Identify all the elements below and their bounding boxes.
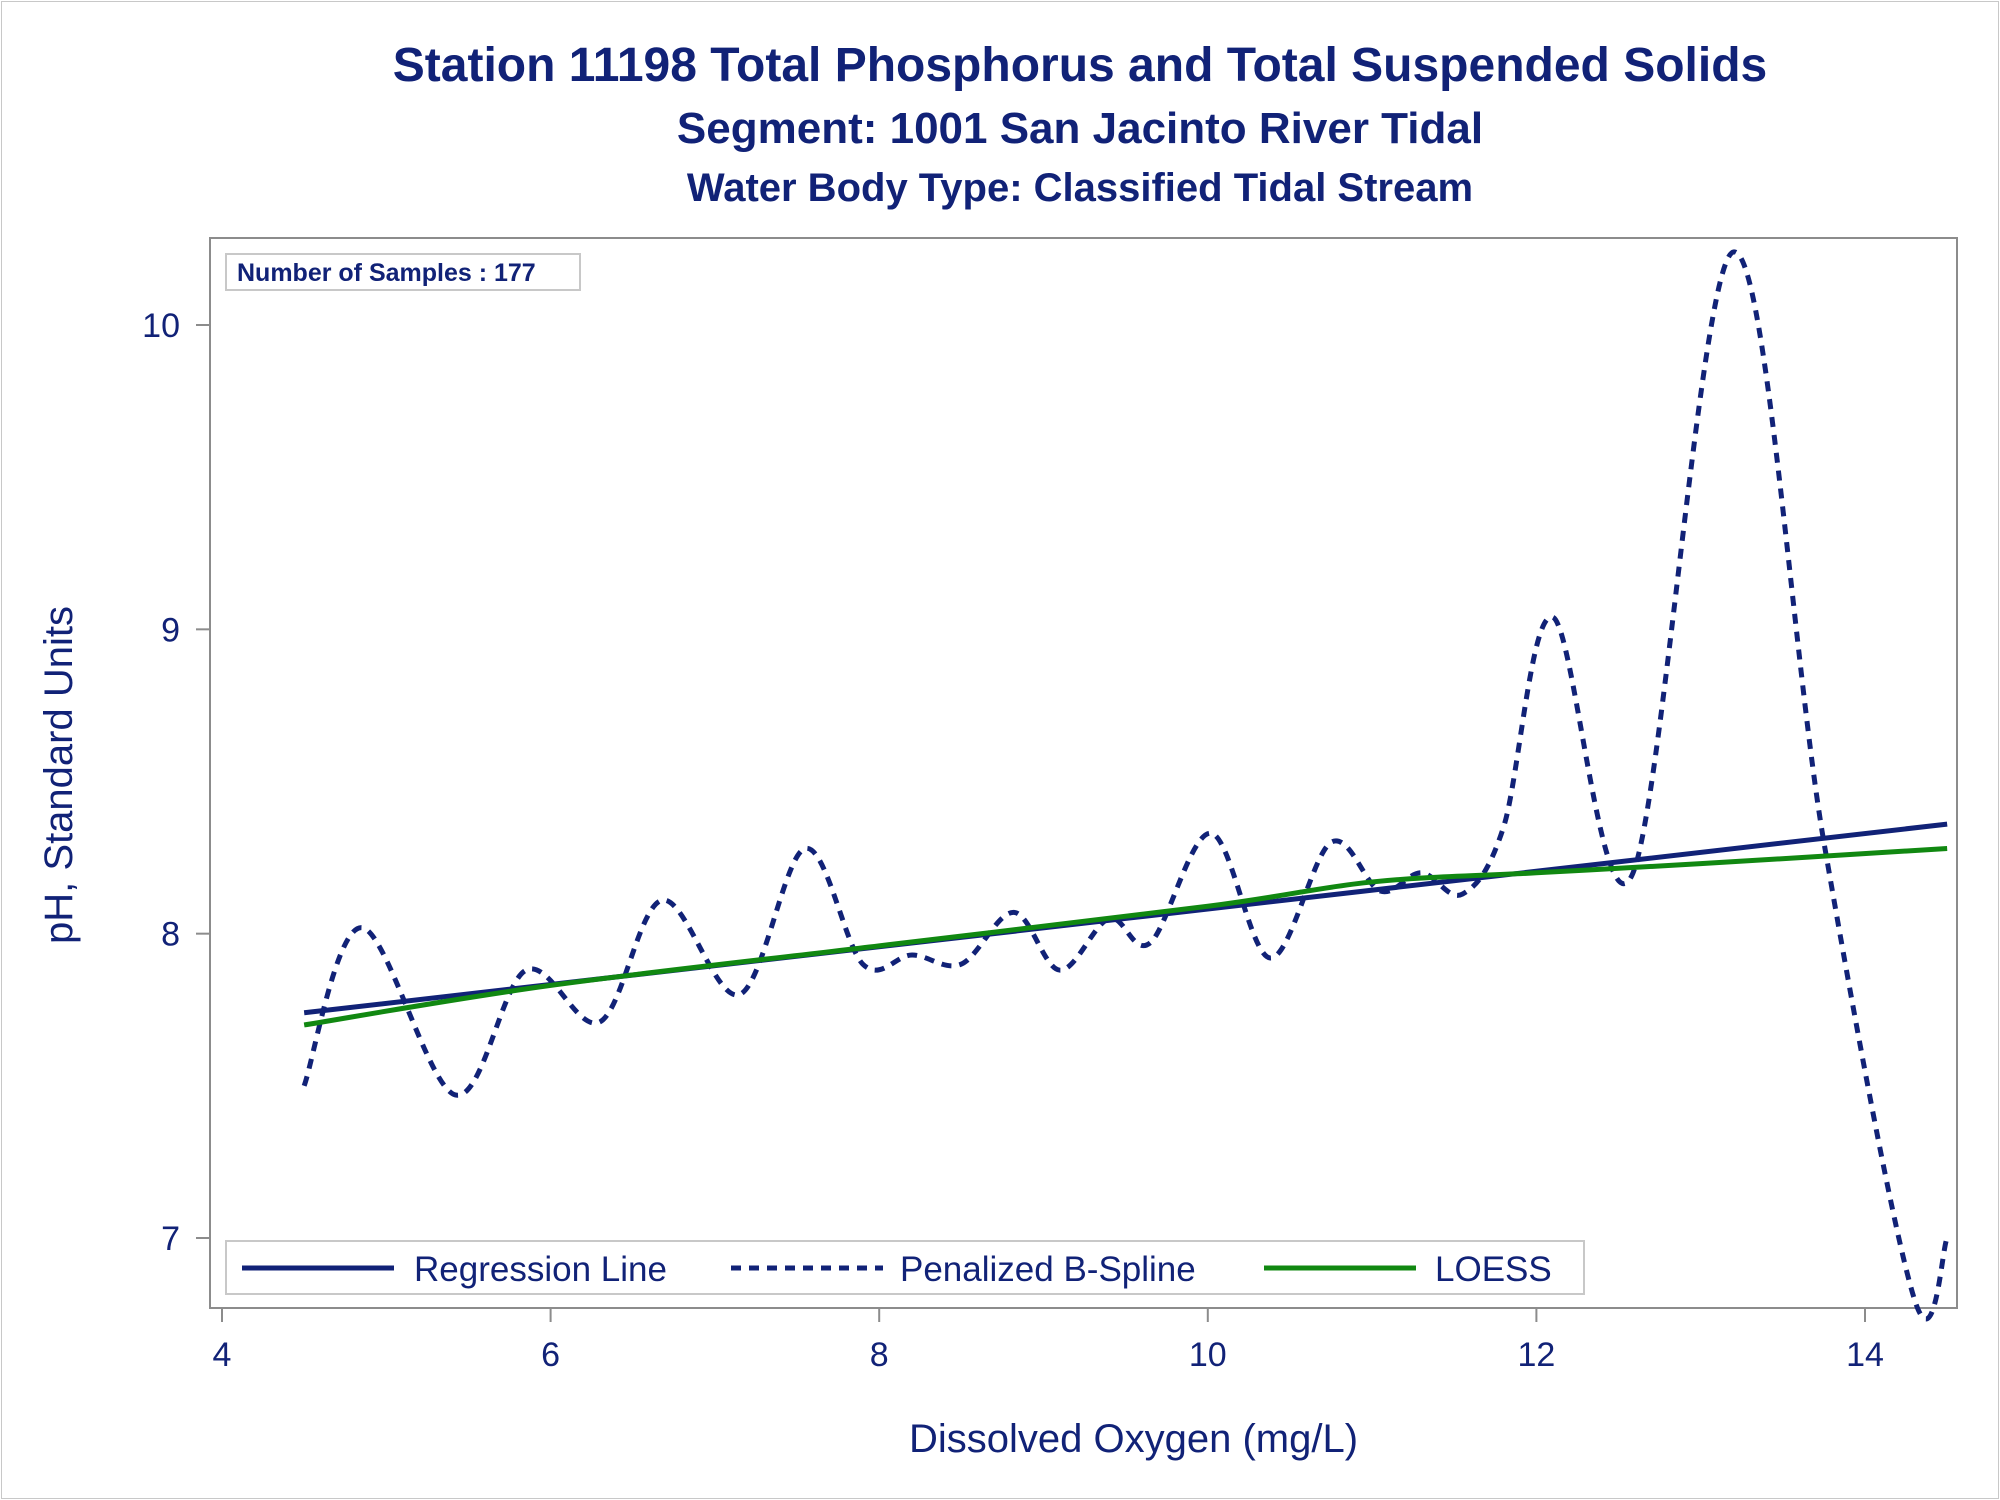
x-axis-label: Dissolved Oxygen (mg/L): [909, 1417, 1358, 1461]
plot-area: [209, 237, 1958, 1309]
legend-label-regression-line: Regression Line: [414, 1250, 667, 1289]
sample-count-text: Number of Samples : 177: [237, 259, 536, 287]
chart-title: Station 11198 Total Phosphorus and Total…: [392, 39, 1768, 92]
chart-subtitle: Segment: 1001 San Jacinto River Tidal: [676, 104, 1484, 153]
y-tick-label: 7: [161, 1220, 180, 1258]
legend-label-loess: LOESS: [1435, 1250, 1552, 1289]
loess-line: [303, 845, 1948, 1028]
y-tick-label: 8: [161, 916, 180, 954]
chart-subtitle-2: Water Body Type: Classified Tidal Stream: [686, 166, 1474, 210]
y-tick-label: 10: [142, 307, 180, 345]
y-tick-label: 9: [161, 611, 180, 649]
x-tick-label: 12: [1517, 1336, 1555, 1374]
legend: Regression Line Penalized B-Spline LOESS: [225, 1240, 1585, 1295]
y-axis-label: pH, Standard Units: [37, 606, 81, 944]
x-tick-label: 8: [870, 1336, 889, 1374]
penalized-b-spline-line: [301, 249, 1950, 1322]
x-tick-label: 6: [541, 1336, 560, 1374]
x-tick-label: 10: [1189, 1336, 1227, 1374]
sample-count-inset: Number of Samples : 177: [225, 253, 581, 291]
x-tick-label: 4: [213, 1336, 232, 1374]
sample-count-box: [225, 253, 581, 291]
legend-label-penalized-b-spline: Penalized B-Spline: [900, 1250, 1196, 1289]
x-tick-label: 14: [1846, 1336, 1884, 1374]
